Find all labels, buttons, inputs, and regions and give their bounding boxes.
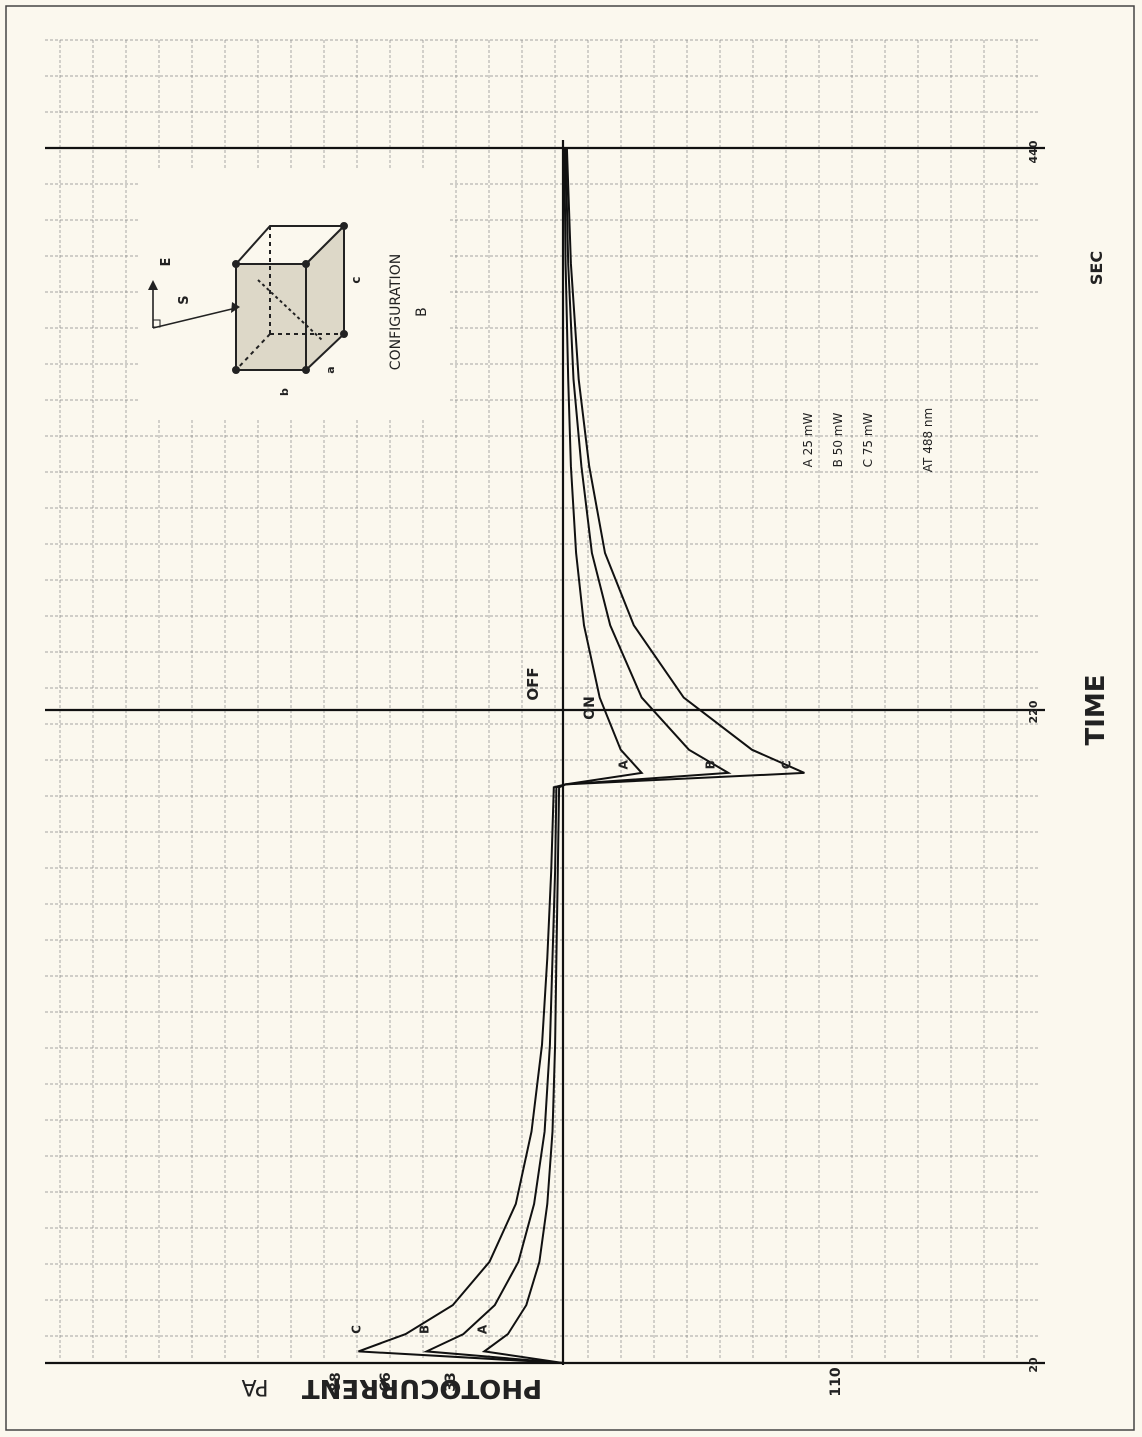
vector-e-label: E (159, 258, 174, 267)
vector-s-label: S (177, 295, 192, 304)
legend-item-c: C 75 mW (861, 412, 875, 467)
x-tick-label: 220 (1027, 700, 1040, 723)
page-frame (5, 5, 1135, 1431)
series-line-c (358, 147, 805, 1364)
off-label: OFF (524, 667, 542, 700)
y-tick-label: 88 (328, 1372, 344, 1391)
y-axis-unit: PA (242, 1374, 269, 1399)
crystal-c-label: c (349, 276, 363, 283)
x-axis-label: TIME (1081, 674, 1111, 745)
crystal-b-label: b (278, 388, 291, 396)
x-tick-label: 440 (1027, 140, 1040, 163)
vector-arrows-icon (148, 280, 240, 329)
series-line-b (422, 147, 732, 1364)
crystal-diagram-icon (232, 222, 348, 374)
config-title: CONFIGURATION (388, 254, 404, 370)
on-label: ON (582, 696, 598, 720)
series-layer: A A B B C C (349, 147, 805, 1364)
legend-wavelength: AT 488 nm (921, 408, 935, 472)
y-tick-label: 33 (443, 1372, 459, 1391)
series-label-on-c: C (349, 1325, 363, 1334)
legend-item-b: B 50 mW (831, 413, 845, 468)
configuration-inset: CONFIGURATION B (140, 170, 450, 420)
series-label-off-b: B (703, 760, 717, 769)
y-tick-label: 110 (828, 1367, 844, 1396)
y-axis-label: PHOTOCURRENT (302, 1373, 543, 1403)
series-label-off-a: A (617, 760, 631, 770)
series-label-on-b: B (418, 1325, 432, 1334)
series-label-off-c: C (779, 760, 793, 769)
config-name: B (414, 307, 430, 317)
crystal-a-label: a (324, 366, 337, 373)
tick-labels: 20 220 440 88 66 33 110 (328, 140, 1040, 1396)
axes (45, 140, 1045, 1365)
series-label-on-a: A (475, 1324, 489, 1334)
y-tick-label: 66 (378, 1372, 394, 1391)
legend-item-a: A 25 mW (801, 413, 815, 468)
x-tick-label: 20 (1027, 1357, 1040, 1373)
legend: A 25 mW B 50 mW C 75 mW AT 488 nm (801, 408, 935, 472)
x-axis-unit: SEC (1087, 251, 1106, 285)
